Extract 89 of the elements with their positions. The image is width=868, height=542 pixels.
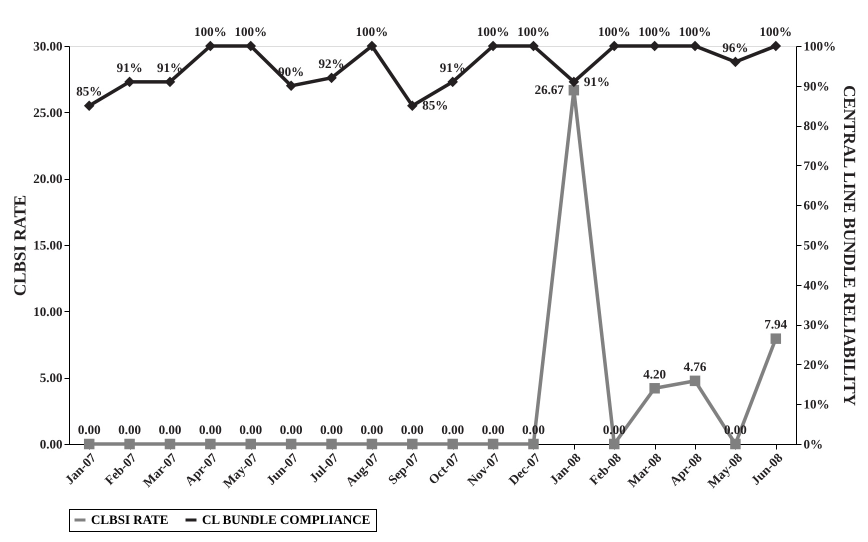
y2-tick-label: 80% <box>804 118 830 134</box>
data-label: 0.00 <box>198 422 222 437</box>
y2-tick-label: 40% <box>804 277 830 292</box>
data-label: 90% <box>278 64 304 79</box>
y2-tick-label: 20% <box>804 356 830 372</box>
data-label: 0.00 <box>441 422 464 437</box>
data-label: 100% <box>678 24 712 39</box>
data-label: 4.76 <box>684 358 707 374</box>
point <box>488 438 498 450</box>
data-label: 100% <box>476 24 510 39</box>
y2-tick-label: 30% <box>804 317 830 332</box>
y-tick-label: 15.00 <box>33 238 62 252</box>
point <box>690 40 700 52</box>
point <box>528 40 539 52</box>
y-tick-label: 10.00 <box>33 304 62 319</box>
point <box>326 72 337 84</box>
y2-tick-label: 10% <box>804 396 830 412</box>
data-label: 0.00 <box>118 422 141 437</box>
point <box>84 100 94 111</box>
point <box>447 438 458 450</box>
point <box>730 438 741 450</box>
point <box>609 438 620 450</box>
point <box>246 438 256 450</box>
data-label: 0.00 <box>320 422 343 437</box>
point <box>407 438 418 450</box>
y2-tick-label: 50% <box>804 238 830 252</box>
y2-axis-title: CENTRAL LINE BUNDLE RELIABILITY <box>840 85 859 406</box>
data-label: 0.00 <box>239 422 262 437</box>
data-label: 92% <box>318 56 345 71</box>
legend-label: CL BUNDLE COMPLIANCE <box>202 512 370 527</box>
point <box>124 76 135 88</box>
data-label: 100% <box>194 24 227 39</box>
data-label: 0.00 <box>280 422 303 437</box>
point <box>770 40 782 52</box>
point <box>84 438 94 450</box>
data-label: 91% <box>584 74 610 89</box>
point <box>528 438 539 450</box>
point <box>649 383 660 394</box>
y2-tick-label: 90% <box>804 78 830 94</box>
y-tick-label: 30.00 <box>33 38 62 54</box>
data-label: 0.00 <box>482 422 504 437</box>
y-tick-label: 0.00 <box>40 436 62 452</box>
point <box>690 376 700 386</box>
point <box>205 438 216 450</box>
point <box>246 40 256 52</box>
point <box>407 100 418 111</box>
legend-label: CLBSI RATE <box>91 512 168 527</box>
y2-tick-label: 70% <box>804 158 830 173</box>
point <box>568 84 580 96</box>
data-label: 91% <box>440 60 466 75</box>
data-label: 85% <box>422 98 448 113</box>
point <box>326 438 337 450</box>
point <box>770 333 782 344</box>
point <box>164 438 176 450</box>
point <box>366 438 378 450</box>
y-tick-label: 5.00 <box>40 370 62 386</box>
y2-tick-label: 60% <box>804 198 830 213</box>
data-label: 0.00 <box>360 422 384 437</box>
data-label: 91% <box>116 60 143 75</box>
data-label: 0.00 <box>158 422 182 437</box>
point <box>366 40 378 52</box>
point <box>164 76 176 88</box>
data-label: 100% <box>234 24 267 39</box>
point <box>286 80 296 92</box>
data-label: 96% <box>722 40 748 55</box>
data-label: 91% <box>156 60 183 75</box>
point <box>286 438 296 450</box>
point <box>730 56 741 68</box>
data-label: 85% <box>76 84 102 99</box>
point <box>488 40 498 52</box>
data-label: 100% <box>517 24 550 39</box>
y-tick-label: 20.00 <box>33 171 62 186</box>
y2-tick-label: 0% <box>804 436 823 452</box>
data-label: 4.20 <box>643 366 666 382</box>
data-label: 26.67 <box>534 82 564 98</box>
y2-tick-label: 100% <box>804 38 836 54</box>
point <box>124 438 135 450</box>
data-label: 100% <box>638 24 671 39</box>
point <box>609 40 620 52</box>
data-label: 7.94 <box>764 316 788 332</box>
point <box>568 76 580 88</box>
data-label: 100% <box>356 24 388 39</box>
data-label: 0.00 <box>78 422 101 437</box>
data-label: 100% <box>760 24 792 39</box>
data-label: 0.00 <box>400 422 424 437</box>
y-tick-label: 25.00 <box>33 104 62 120</box>
y-axis-title: CLBSI RATE <box>10 194 30 296</box>
point <box>447 76 458 88</box>
data-label: 100% <box>598 24 630 39</box>
